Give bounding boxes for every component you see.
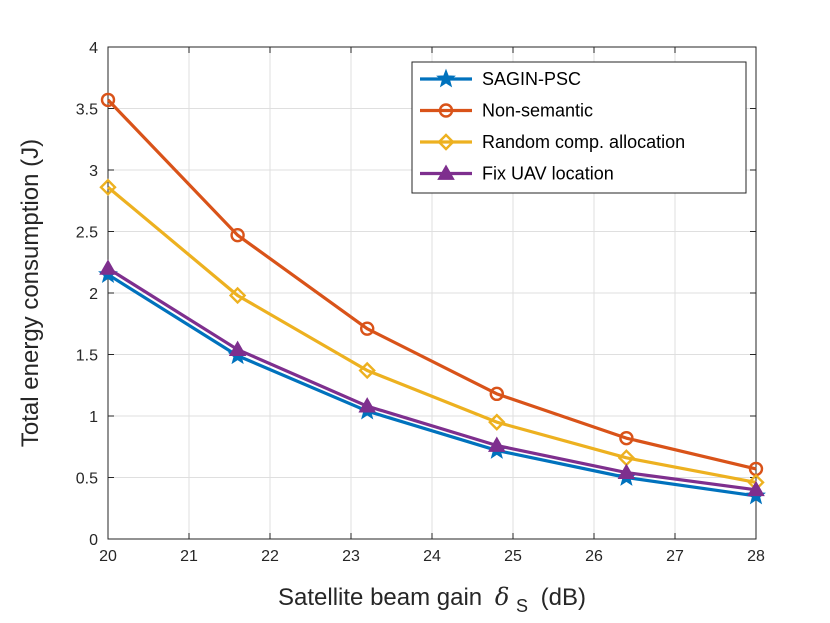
series-lines — [98, 92, 766, 505]
y-tick-label: 1 — [89, 409, 98, 426]
y-tick-label: 3.5 — [76, 102, 98, 119]
legend-label: SAGIN-PSC — [482, 69, 581, 89]
data-point-triangle — [99, 259, 117, 275]
y-tick-label: 3 — [89, 163, 98, 180]
x-tick-label: 28 — [747, 548, 765, 565]
data-point-triangle — [488, 436, 506, 452]
x-axis-label-text: Satellite beam gain — [278, 584, 482, 611]
legend-label: Random comp. allocation — [482, 132, 685, 152]
legend-entry: Random comp. allocation — [420, 132, 685, 152]
x-tick-label: 27 — [666, 548, 684, 565]
x-tick-label: 22 — [261, 548, 279, 565]
x-axis-label: Satellite beam gain δ S (dB) — [278, 583, 586, 618]
data-point-triangle — [747, 480, 765, 497]
series-line — [107, 267, 757, 492]
x-tick-label: 21 — [180, 548, 198, 565]
data-point-circle — [489, 386, 504, 402]
data-point-circle — [619, 430, 634, 446]
data-point-triangle — [437, 164, 455, 180]
data-point-triangle — [617, 463, 636, 479]
x-tick-label: 26 — [585, 548, 603, 565]
legend: SAGIN-PSC Non-semantic Random comp. alloca… — [411, 61, 747, 194]
data-point-diamond — [228, 286, 247, 305]
data-point-diamond — [488, 413, 506, 431]
series-line — [107, 273, 757, 498]
y-tick-label: 0.5 — [76, 471, 98, 488]
data-point-circle — [230, 227, 245, 243]
y-tick-label: 0 — [89, 532, 98, 549]
data-point-triangle — [228, 340, 247, 356]
data-point-triangle — [358, 397, 376, 413]
data-point-circle — [100, 92, 116, 108]
legend-label: Non-semantic — [482, 101, 593, 121]
x-axis-label-unit: (dB) — [541, 584, 586, 611]
series-3 — [99, 259, 765, 497]
data-point-star — [436, 68, 456, 88]
x-axis-label-symbol: δ — [495, 583, 509, 611]
data-point-diamond — [437, 133, 455, 151]
legend-label: Fix UAV location — [482, 164, 614, 184]
y-tick-label: 1.5 — [76, 348, 98, 365]
x-axis-label-subscript: S — [516, 596, 528, 616]
data-point-diamond — [358, 361, 376, 380]
y-axis-label: Total energy consumption (J) — [17, 139, 44, 447]
legend-items: SAGIN-PSC Non-semantic Random comp. alloca… — [420, 68, 685, 184]
x-tick-label: 23 — [342, 548, 360, 565]
legend-entry: SAGIN-PSC — [420, 68, 581, 89]
legend-box — [411, 61, 747, 194]
data-point-circle — [438, 103, 454, 118]
y-tick-label: 2.5 — [76, 225, 98, 242]
legend-entry: Fix UAV location — [420, 164, 614, 184]
x-tick-label: 20 — [99, 548, 117, 565]
axis-ticks: 20 21 22 23 24 25 26 27 28 0 0.5 1 1.5 2 2.5 3 3.5 4 — [76, 40, 765, 565]
series-1 — [100, 92, 764, 477]
series-line — [106, 98, 757, 471]
data-point-circle — [360, 321, 375, 336]
x-tick-label: 25 — [504, 548, 522, 565]
y-tick-label: 4 — [89, 40, 98, 57]
data-point-diamond — [99, 178, 117, 196]
y-tick-label: 2 — [89, 286, 98, 303]
series-line — [106, 185, 757, 484]
legend-entry: Non-semantic — [420, 101, 593, 121]
x-tick-label: 24 — [423, 548, 441, 565]
